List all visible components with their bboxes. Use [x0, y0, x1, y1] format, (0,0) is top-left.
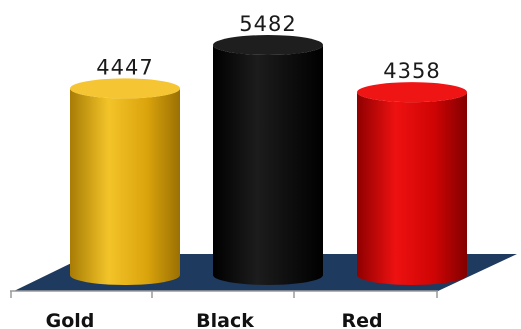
data-label-black: 5482 — [239, 12, 296, 36]
bar-body — [357, 92, 467, 285]
bar-gold — [70, 78, 180, 285]
bar-red — [357, 82, 467, 285]
x-tick-label-gold: Gold — [46, 310, 95, 329]
data-label-gold: 4447 — [96, 55, 153, 79]
bar-top — [213, 35, 323, 55]
bar-top — [357, 82, 467, 103]
data-label-red: 4358 — [383, 59, 440, 83]
x-tick-label-red: Red — [341, 310, 382, 329]
x-tick-label-black: Black — [196, 310, 254, 329]
bar-body — [70, 88, 180, 285]
bar-body — [213, 45, 323, 285]
bar-top — [70, 78, 180, 99]
bar-black — [213, 35, 323, 285]
